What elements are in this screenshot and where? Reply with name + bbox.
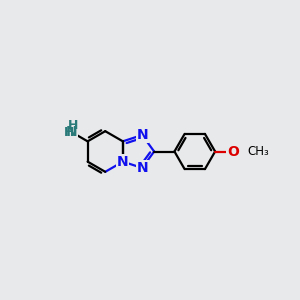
Text: O: O	[227, 145, 239, 158]
Text: N: N	[117, 155, 129, 169]
Text: H: H	[68, 119, 78, 132]
Text: H: H	[64, 126, 75, 139]
Text: N: N	[136, 128, 148, 142]
Text: CH₃: CH₃	[248, 145, 269, 158]
Text: N: N	[66, 125, 78, 139]
Text: N: N	[136, 161, 148, 175]
